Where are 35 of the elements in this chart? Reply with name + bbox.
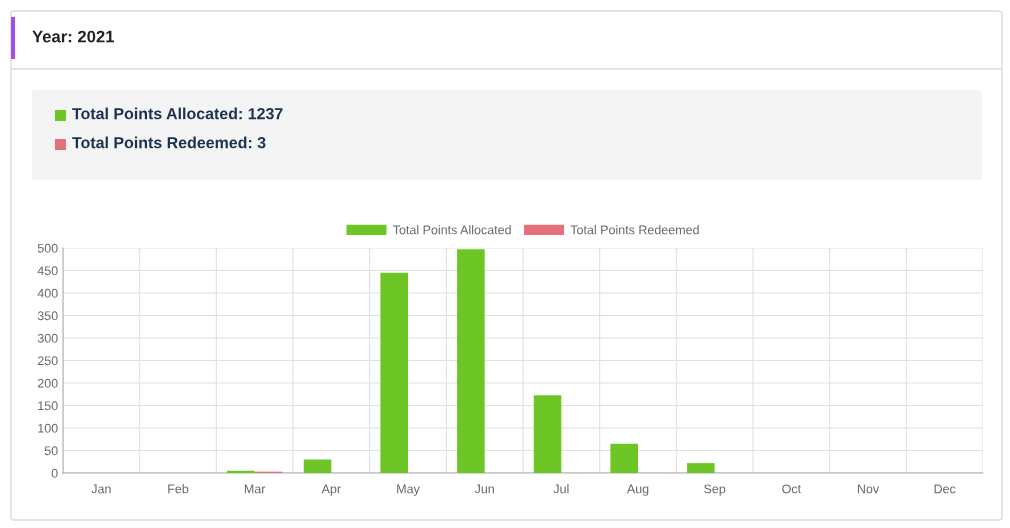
x-tick-label: Jun: [474, 484, 494, 494]
x-tick-label: Jan: [91, 484, 111, 494]
y-tick-label: 250: [37, 356, 58, 366]
y-tick-label: 350: [37, 311, 58, 321]
legend-label: Total Points Allocated: [393, 225, 511, 235]
x-tick-label: Nov: [857, 484, 880, 494]
bar: [303, 459, 332, 473]
x-tick-label: Jul: [553, 484, 569, 494]
x-tick-label: Aug: [626, 484, 649, 496]
x-tick-label: Sep: [704, 484, 726, 496]
chart-title: Year: 2021: [32, 30, 115, 43]
text: Total Points Allocated: 1237: [72, 107, 283, 120]
y-tick-label: 400: [37, 288, 58, 298]
y-tick-label: 500: [37, 243, 58, 253]
legend-label: Total Points Redeemed: [570, 225, 699, 235]
y-tick-label: 450: [37, 266, 58, 276]
bar: [533, 395, 562, 473]
y-tick-label: 150: [38, 401, 58, 411]
y-tick-label: 300: [37, 333, 58, 343]
text: Total Points Redeemed: 3: [72, 136, 266, 149]
x-tick-label: May: [397, 484, 420, 496]
x-tick-label: Oct: [782, 484, 801, 494]
bar: [380, 272, 408, 473]
y-tick-label: 0: [51, 468, 58, 478]
y-tick-label: 200: [37, 378, 58, 388]
bar: [457, 249, 485, 473]
x-tick-label: Mar: [244, 484, 266, 494]
x-tick-label: Feb: [168, 484, 189, 494]
x-tick-label: Dec: [934, 484, 956, 494]
x-tick-label: Apr: [321, 484, 341, 496]
bar: [610, 443, 638, 473]
y-tick-label: 100: [38, 423, 58, 433]
bar: [687, 463, 715, 473]
bar: [227, 470, 255, 473]
y-tick-label: 50: [44, 446, 58, 456]
